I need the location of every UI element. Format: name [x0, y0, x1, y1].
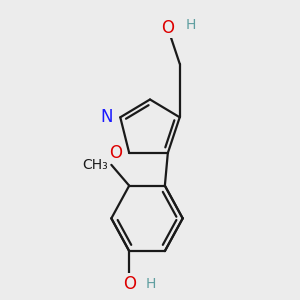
Text: O: O — [109, 144, 122, 162]
Text: O: O — [161, 19, 174, 37]
Text: H: H — [186, 18, 196, 32]
Text: CH₃: CH₃ — [82, 158, 108, 172]
Text: H: H — [146, 277, 156, 291]
Text: N: N — [100, 108, 113, 126]
Text: O: O — [123, 275, 136, 293]
